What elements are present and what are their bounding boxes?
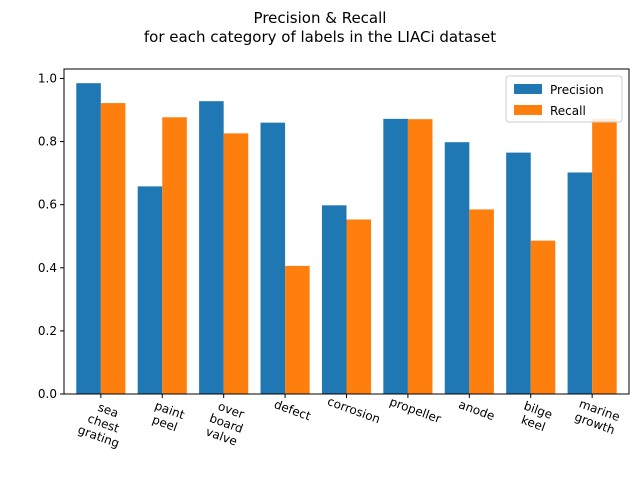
bar-recall-0 <box>100 103 126 394</box>
legend: Precision Recall <box>505 75 623 123</box>
bar-recall-5 <box>407 119 433 394</box>
bar-precision-3 <box>260 122 286 394</box>
x-tick-label-0: seachestgrating <box>76 396 131 450</box>
bar-recall-3 <box>285 265 310 394</box>
bar-precision-8 <box>567 172 593 394</box>
bar-precision-6 <box>444 142 470 394</box>
legend-swatch-precision <box>514 84 542 94</box>
bar-recall-2 <box>223 133 249 394</box>
x-tick-label-text: defect <box>272 397 313 423</box>
x-tick-label-line: defect <box>272 397 313 423</box>
x-tick-label-text: anode <box>457 397 497 423</box>
x-tick-label-line: anode <box>457 397 497 423</box>
x-tick-label-text: propeller <box>388 394 443 426</box>
x-tick-label-line: sea <box>96 400 121 420</box>
bar-precision-0 <box>76 83 101 394</box>
bar-recall-4 <box>346 219 372 394</box>
x-tick-label-text: marinegrowth <box>572 396 621 437</box>
x-tick-label-6: anode <box>457 397 497 423</box>
bar-precision-1 <box>137 186 163 394</box>
y-tick-label: 1.0 <box>38 71 57 85</box>
x-tick-label-text: paintpeel <box>148 398 187 435</box>
bar-precision-2 <box>199 101 224 395</box>
legend-label-precision: Precision <box>550 83 604 97</box>
bar-recall-8 <box>592 118 617 394</box>
x-tick-label-line: propeller <box>388 394 443 426</box>
bar-precision-4 <box>321 205 347 394</box>
bar-precision-5 <box>383 118 408 394</box>
y-tick-label: 0.2 <box>38 324 57 338</box>
x-tick-label-text: overboardvalve <box>203 398 250 449</box>
bars-group <box>76 83 617 395</box>
x-tick-label-line: corrosion <box>326 394 383 426</box>
bar-precision-7 <box>506 152 531 394</box>
x-tick-label-8: marinegrowth <box>572 396 622 437</box>
x-tick-label-7: bilgekeel <box>517 399 554 435</box>
chart-title-line: Precision & Recall <box>254 9 387 27</box>
x-tick-label-1: paintpeel <box>148 398 187 435</box>
x-axis: seachestgrating paintpeel overboardvalve de… <box>76 394 622 451</box>
y-tick-label: 0.6 <box>38 198 57 212</box>
x-tick-label-2: overboardvalve <box>203 398 250 449</box>
legend-label-recall: Recall <box>550 104 586 118</box>
y-tick-label: 0.8 <box>38 135 57 149</box>
bar-recall-1 <box>162 117 187 394</box>
x-tick-label-text: corrosion <box>326 394 383 426</box>
legend-swatch-recall <box>514 105 542 115</box>
bar-recall-7 <box>530 240 556 394</box>
chart-title-line: for each category of labels in the LIACi… <box>144 28 496 46</box>
x-tick-label-text: bilgekeel <box>517 399 554 435</box>
x-tick-label-3: defect <box>272 397 313 423</box>
y-axis: 0.0 0.2 0.4 0.6 0.8 1.0 <box>38 71 64 401</box>
bar-recall-6 <box>469 209 494 394</box>
x-tick-label-4: corrosion <box>326 394 383 426</box>
x-tick-label-5: propeller <box>388 394 443 426</box>
y-tick-label: 0.4 <box>38 261 57 275</box>
y-tick-label: 0.0 <box>38 387 57 401</box>
x-tick-label-text: seachestgrating <box>76 396 131 450</box>
